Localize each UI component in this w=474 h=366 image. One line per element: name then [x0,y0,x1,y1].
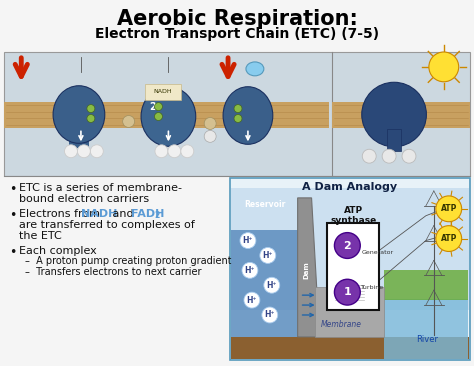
Circle shape [335,279,360,305]
Text: 2: 2 [149,102,156,112]
Circle shape [91,145,103,158]
Bar [384,299,468,359]
Circle shape [240,233,256,249]
Text: 1: 1 [344,287,351,297]
Ellipse shape [53,86,105,143]
Text: H⁺: H⁺ [266,281,277,290]
Text: Electron Transport Chain (ETC) (7-5): Electron Transport Chain (ETC) (7-5) [95,27,379,41]
Circle shape [87,105,95,112]
Text: Membrane: Membrane [321,320,362,329]
Circle shape [204,117,216,130]
FancyBboxPatch shape [145,84,182,100]
Circle shape [260,247,276,264]
Text: are transferred to complexes of: are transferred to complexes of [19,220,195,230]
Ellipse shape [146,90,179,119]
FancyArrowPatch shape [302,294,313,297]
Text: ATP: ATP [440,204,457,213]
Ellipse shape [223,87,273,144]
Text: ATP: ATP [440,234,457,243]
Circle shape [262,307,278,323]
Text: Generator: Generator [361,250,393,255]
Text: –  Transfers electrons to next carrier: – Transfers electrons to next carrier [25,267,202,277]
Text: Electrons from: Electrons from [19,209,104,219]
Bar [231,337,469,359]
Ellipse shape [246,62,264,76]
FancyBboxPatch shape [230,178,470,360]
Bar [332,102,470,128]
FancyArrowPatch shape [79,131,83,140]
Circle shape [155,112,163,120]
Polygon shape [298,198,319,337]
Circle shape [242,262,258,278]
Text: Reservoir: Reservoir [244,200,285,209]
Ellipse shape [368,86,407,118]
Circle shape [436,226,462,251]
Text: River: River [416,335,438,344]
Ellipse shape [362,82,427,147]
Text: A Dam Analogy: A Dam Analogy [302,182,397,192]
Bar [69,128,89,148]
FancyBboxPatch shape [315,287,384,337]
Text: and: and [109,209,137,219]
FancyArrowPatch shape [246,131,250,140]
Bar [4,52,470,176]
Bar [328,223,379,310]
Text: NADH: NADH [81,209,117,219]
Text: H⁺: H⁺ [263,251,273,260]
Text: FADH: FADH [131,209,164,219]
Text: H⁺: H⁺ [245,266,255,275]
Text: H⁺: H⁺ [243,236,253,245]
Circle shape [362,149,376,163]
Text: Turbine: Turbine [361,285,384,290]
Bar [387,130,401,151]
Bar [4,102,329,128]
Circle shape [64,145,77,158]
Circle shape [77,145,91,158]
Text: •: • [9,183,17,196]
Text: the ETC: the ETC [19,231,62,240]
Circle shape [168,145,181,158]
Circle shape [87,115,95,123]
Text: Each complex: Each complex [19,246,97,255]
Circle shape [234,105,242,112]
Text: •: • [9,246,17,258]
Ellipse shape [228,90,258,118]
Circle shape [123,116,135,127]
Circle shape [382,149,396,163]
Ellipse shape [58,89,89,117]
Bar [231,229,299,337]
Circle shape [264,277,280,293]
Text: Dam: Dam [303,261,310,279]
FancyArrowPatch shape [15,58,27,76]
Text: ATP
synthase: ATP synthase [330,206,376,225]
Circle shape [429,52,459,82]
FancyArrowPatch shape [302,303,313,307]
Text: H⁺: H⁺ [246,296,257,305]
Text: bound electron carriers: bound electron carriers [19,194,149,204]
Circle shape [155,145,168,158]
Circle shape [155,102,163,111]
Text: 2: 2 [155,211,160,220]
FancyArrowPatch shape [166,131,170,140]
Text: ETC is a series of membrane-: ETC is a series of membrane- [19,183,182,193]
FancyArrowPatch shape [302,313,313,317]
Circle shape [234,115,242,123]
Text: Aerobic Respiration:: Aerobic Respiration: [117,9,357,29]
Text: NADH: NADH [153,89,172,94]
Circle shape [335,233,360,258]
Circle shape [244,292,260,308]
Text: H⁺: H⁺ [264,310,275,320]
Circle shape [436,196,462,222]
Text: •: • [9,209,17,222]
Circle shape [181,145,194,158]
Circle shape [204,130,216,142]
FancyArrowPatch shape [222,58,234,76]
Bar [384,270,468,300]
Bar [4,176,470,363]
Bar [231,188,469,310]
Ellipse shape [141,87,196,146]
Text: 2: 2 [344,240,351,250]
Text: –  A proton pump creating proton gradient: – A proton pump creating proton gradient [25,257,232,266]
Circle shape [402,149,416,163]
